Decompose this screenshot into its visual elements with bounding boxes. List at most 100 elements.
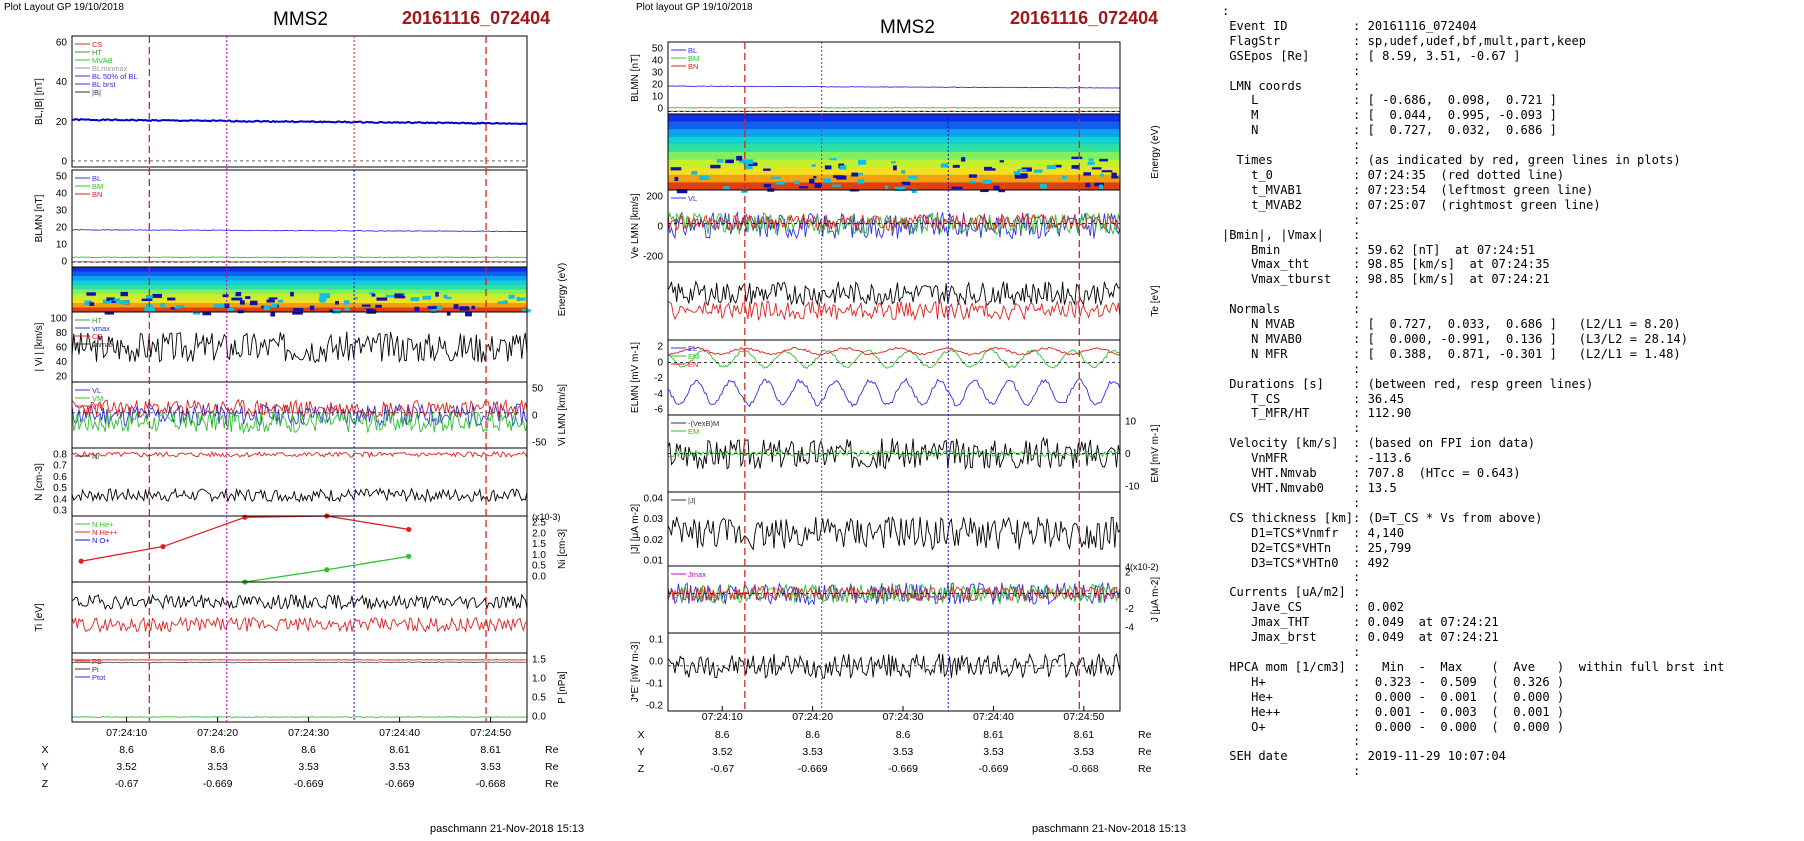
info-line: H+ : 0.323 - 0.509 ( 0.326 )	[1222, 674, 1565, 689]
series-line	[80, 515, 409, 562]
spectrogram-speck	[292, 311, 303, 315]
info-line: Event ID : 20161116_072404	[1222, 18, 1477, 33]
spectrogram-speck	[522, 308, 531, 313]
ylabel: BLMN [nT]	[630, 54, 641, 102]
legend-label: Jmax	[688, 570, 706, 579]
ytick-label: 80	[56, 328, 68, 339]
ytick-label: -0.2	[646, 701, 664, 712]
ephemeris-value: -0.669	[979, 763, 1009, 775]
spectrogram-speck	[969, 180, 976, 184]
spectrogram-band	[668, 159, 1120, 168]
legend-label: N O+	[92, 536, 110, 545]
ytick-label: 0.1	[649, 635, 663, 646]
ytick-label: 2.0	[532, 528, 546, 539]
spectrogram-speck	[745, 164, 753, 170]
left-footer: paschmann 21-Nov-2018 15:13	[430, 823, 585, 835]
ephemeris-label: Y	[637, 746, 644, 758]
ylabel: Energy (eV)	[1150, 125, 1161, 178]
spectrogram-speck	[742, 159, 754, 165]
ephemeris-value: -0.669	[203, 778, 233, 790]
spectrogram-speck	[263, 305, 271, 311]
spectrogram-speck	[763, 183, 772, 188]
spectrogram-speck	[361, 304, 371, 307]
info-line: :	[1222, 644, 1361, 659]
spectrogram-speck	[824, 165, 832, 170]
spectrogram-speck	[319, 293, 331, 299]
series-line	[71, 450, 528, 459]
ytick-label: 1.5	[532, 539, 546, 550]
ytick-label: 40	[56, 77, 68, 88]
info-line: GSEpos [Re] : [ 8.59, 3.51, -0.67 ]	[1222, 48, 1521, 63]
info-line: Jave_CS : 0.002	[1222, 600, 1405, 615]
spectrogram-band	[72, 276, 527, 281]
info-line: :	[1222, 63, 1361, 78]
ephemeris-label: Z	[638, 763, 645, 775]
panel-frame	[667, 491, 1121, 567]
ephemeris-value: 8.6	[210, 744, 225, 756]
legend-label: BM	[688, 54, 699, 63]
ylabel: BLMN [nT]	[34, 194, 45, 242]
spectrogram-speck	[1013, 171, 1021, 175]
spectrogram-speck	[984, 168, 996, 171]
spectrogram-speck	[106, 297, 115, 301]
spectrogram-band	[72, 298, 527, 304]
panel-n: 0.80.70.60.50.40.3 Ni N [cm-3]	[34, 447, 528, 517]
spectrogram-speck	[239, 300, 245, 305]
spectrogram-speck	[319, 299, 326, 303]
spectrogram-speck	[961, 157, 966, 162]
ytick-label: 50	[56, 172, 68, 183]
info-line: SEH date : 2019-11-29 10:07:04	[1222, 749, 1506, 764]
legend-label: BL 50% of BL	[92, 72, 138, 81]
ytick-label: -4	[654, 389, 663, 400]
series-line	[667, 449, 1121, 458]
ytick-label: 60	[56, 343, 68, 354]
spectrogram-speck	[951, 186, 963, 190]
spectrogram-speck	[776, 181, 785, 185]
ylabel: Ni [cm-3]	[557, 529, 568, 569]
series-line	[71, 716, 528, 718]
spectrogram-speck	[836, 175, 847, 180]
spectrogram-speck	[982, 179, 992, 184]
spectrogram-speck	[170, 307, 177, 310]
spectrogram-speck	[809, 178, 815, 184]
spectrogram-speck	[894, 186, 906, 192]
spectrogram-speck	[445, 296, 452, 300]
series-line	[71, 118, 528, 126]
spectrogram-speck	[516, 296, 521, 302]
ytick-label: 40	[56, 357, 68, 368]
middle-spacecraft-title: MMS2	[880, 17, 935, 38]
spectrogram-speck	[829, 158, 837, 161]
ytick-label: 0.5	[53, 483, 67, 494]
spectrogram-speck	[1071, 156, 1083, 160]
spectrogram-speck	[344, 307, 350, 311]
ephemeris-value: 3.52	[712, 746, 733, 758]
spectrogram-speck	[89, 302, 95, 306]
ephemeris-unit: Re	[545, 744, 559, 756]
info-line: t_0 : 07:24:35 (red dotted line)	[1222, 167, 1565, 182]
legend-label: PB	[92, 657, 102, 666]
legend-label: CS	[92, 332, 102, 341]
ephemeris-value: 3.53	[298, 761, 319, 773]
spectrogram-speck	[736, 155, 743, 161]
panel-te: Te [eV]	[667, 261, 1161, 341]
spectrogram-band	[72, 294, 527, 299]
ytick-label: 20	[652, 80, 664, 91]
panel-frame	[71, 652, 528, 723]
ytick-label: 0.0	[649, 657, 663, 668]
ytick-label: 20	[56, 117, 68, 128]
left-event-title: 20161116_072404	[402, 8, 551, 28]
spectrogram-speck	[446, 311, 451, 316]
spectrogram-speck	[309, 305, 315, 311]
xtick-label: 07:24:50	[1063, 711, 1104, 723]
spectrogram-speck	[376, 297, 388, 301]
info-line: D1=TCS*Vnmfr : 4,140	[1222, 525, 1405, 540]
info-line: Vmax_tburst : 98.85 [km/s] at 07:24:21	[1222, 272, 1550, 287]
ephemeris-value: -0.67	[115, 778, 139, 790]
spectrogram-speck	[1099, 184, 1104, 189]
spectrogram-speck	[1091, 167, 1102, 170]
info-line: VHT.Nmvab0 : 13.5	[1222, 481, 1397, 495]
panel-j: 0.04 0.03 0.02 0.01 |J| |J| [μA m-2]	[630, 491, 1121, 567]
ephemeris-value: 8.61	[480, 744, 501, 756]
ytick-label: 0.8	[53, 450, 67, 461]
